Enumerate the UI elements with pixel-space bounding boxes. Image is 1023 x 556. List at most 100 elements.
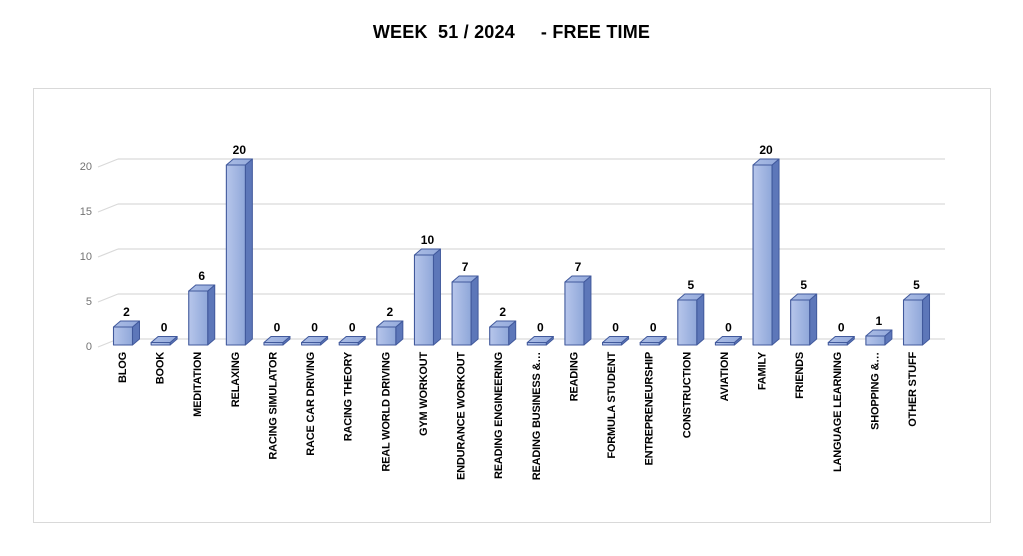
bar-front-face xyxy=(865,335,886,346)
bar-3d xyxy=(564,275,592,346)
category-label: OTHER STUFF xyxy=(907,352,919,427)
bar-3d xyxy=(714,336,742,346)
grid-diagonal xyxy=(97,293,119,303)
bar-3d xyxy=(752,158,780,346)
value-label: 0 xyxy=(612,321,619,335)
y-axis-tick-label: 20 xyxy=(80,161,92,173)
category-label: MEDITATION xyxy=(192,352,204,417)
bar-side-face xyxy=(470,275,479,346)
bar-3d xyxy=(639,336,667,346)
bar-3d xyxy=(526,336,554,346)
value-label: 20 xyxy=(759,143,773,157)
category-label: ENTREPRENEURSHIP xyxy=(644,352,656,466)
bar-side-face xyxy=(432,248,441,346)
category-label: BLOG xyxy=(117,352,129,383)
grid-diagonal xyxy=(97,248,119,258)
category-label: BOOK xyxy=(155,352,167,384)
bar-chart-svg: 051015202BLOG0BOOK6MEDITATION20RELAXING0… xyxy=(80,143,945,480)
category-label: GYM WORKOUT xyxy=(418,352,430,436)
value-label: 0 xyxy=(349,321,356,335)
value-label: 20 xyxy=(233,143,247,157)
y-axis-tick-label: 0 xyxy=(86,341,92,353)
category-label: FRIENDS xyxy=(794,352,806,399)
bar-3d xyxy=(677,293,705,346)
bar-side-face xyxy=(922,293,931,346)
bar-side-face xyxy=(583,275,592,346)
value-label: 2 xyxy=(499,305,506,319)
category-label: REAL WORLD DRIVING xyxy=(380,352,392,472)
category-label: READING xyxy=(568,352,580,401)
category-label: READING ENGINEERING xyxy=(493,352,505,479)
value-label: 0 xyxy=(537,321,544,335)
bar-front-face xyxy=(602,341,623,346)
y-axis-tick-label: 10 xyxy=(80,251,92,263)
value-label: 5 xyxy=(687,278,694,292)
bar-front-face xyxy=(338,341,359,346)
category-label: LANGUAGE LEARNING xyxy=(832,352,844,472)
bar-front-face xyxy=(489,326,510,346)
bar-front-face xyxy=(752,164,773,346)
bar-3d xyxy=(602,336,630,346)
bar-front-face xyxy=(790,299,811,346)
value-label: 0 xyxy=(161,321,168,335)
bar-3d xyxy=(225,158,253,346)
category-label: RACING THEORY xyxy=(343,351,355,441)
bar-front-face xyxy=(150,341,171,346)
bar-front-face xyxy=(564,281,585,346)
bar-side-face xyxy=(244,158,253,346)
bar-front-face xyxy=(188,290,209,346)
bar-front-face xyxy=(112,326,134,346)
bar-3d xyxy=(150,336,178,346)
bar-front-face xyxy=(827,341,848,346)
bar-3d xyxy=(865,329,893,346)
category-label: AVIATION xyxy=(719,352,731,402)
value-label: 0 xyxy=(838,321,845,335)
bar-3d xyxy=(376,320,404,346)
category-label: READING BUSINESS &… xyxy=(531,352,543,480)
bar-front-face xyxy=(413,254,435,346)
value-label: 0 xyxy=(650,321,657,335)
bar-3d xyxy=(451,275,479,346)
grid-diagonal xyxy=(97,203,119,213)
bar-3d xyxy=(413,248,441,346)
value-label: 5 xyxy=(800,278,807,292)
bar-front-face xyxy=(376,326,397,346)
bar-side-face xyxy=(809,293,818,346)
category-label: SHOPPING &… xyxy=(869,352,881,430)
category-label: FORMULA STUDENT xyxy=(606,352,618,459)
bar-side-face xyxy=(696,293,705,346)
value-label: 7 xyxy=(462,260,469,274)
bar-side-face xyxy=(771,158,780,346)
value-label: 0 xyxy=(274,321,281,335)
value-label: 10 xyxy=(421,233,435,247)
bar-front-face xyxy=(714,341,735,346)
y-axis-tick-label: 5 xyxy=(86,296,92,308)
chart-title: WEEK 51 / 2024 - FREE TIME xyxy=(372,22,651,42)
bar-3d xyxy=(827,336,855,346)
bar-front-face xyxy=(639,341,660,346)
bar-3d xyxy=(902,293,931,346)
y-axis-tick-label: 15 xyxy=(80,206,92,218)
bar-front-face xyxy=(526,341,547,346)
bar-front-face xyxy=(677,299,698,346)
bar-3d xyxy=(263,336,291,346)
bar-3d xyxy=(489,320,517,346)
category-label: CONSTRUCTION xyxy=(681,352,693,438)
chart-frame: 0 5 10 15 20 2 BLOG 0 BOOK 6 MEDITATION 20 RELAXING 0… xyxy=(33,88,991,523)
value-label: 7 xyxy=(575,260,582,274)
category-label: RELAXING xyxy=(230,352,242,407)
value-label: 2 xyxy=(123,305,130,319)
bar-front-face xyxy=(263,341,284,346)
bar-3d xyxy=(112,320,140,346)
category-label: FAMILY xyxy=(757,351,769,390)
bar-front-face xyxy=(301,341,322,346)
bar-3d xyxy=(188,284,216,346)
category-label: RACE CAR DRIVING xyxy=(305,352,317,456)
value-label: 0 xyxy=(725,321,732,335)
bar-side-face xyxy=(207,284,216,346)
value-label: 1 xyxy=(876,314,883,328)
value-label: 5 xyxy=(913,278,920,292)
bar-front-face xyxy=(451,281,472,346)
bar-front-face xyxy=(225,164,246,346)
